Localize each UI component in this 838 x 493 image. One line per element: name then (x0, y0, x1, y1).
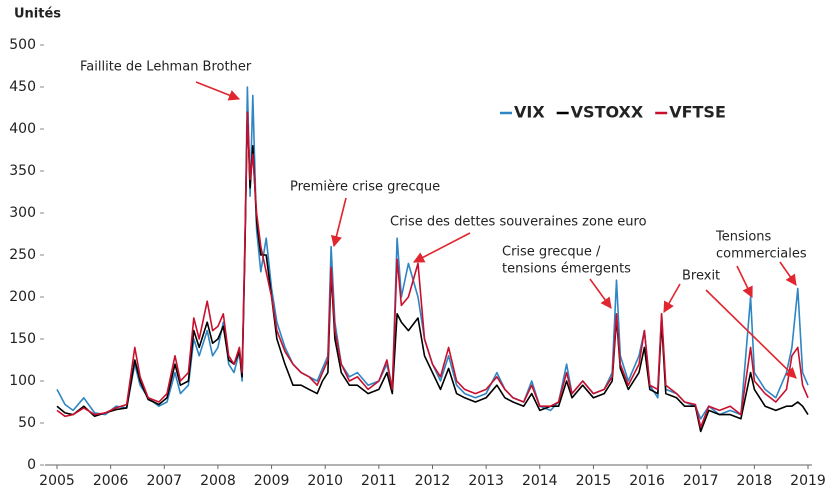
annotation: commerciales (716, 247, 807, 262)
x-tick-label: 2005 (39, 473, 75, 489)
y-tick-label: 500 (9, 37, 36, 53)
legend-label: VIX (514, 103, 545, 122)
x-tick-label: 2016 (629, 473, 665, 489)
y-tick-label: 50 (18, 415, 36, 431)
y-tick-label: 350 (9, 163, 36, 179)
x-tick-label: 2017 (683, 473, 719, 489)
x-tick-label: 2010 (307, 473, 343, 489)
annotation: Faillite de Lehman Brother (80, 60, 252, 75)
annotation: Brexit (682, 269, 720, 284)
arrow (736, 265, 753, 299)
x-tick-label: 2014 (522, 473, 558, 489)
legend-label: VSTOXX (571, 103, 644, 122)
y-tick-label: 0 (27, 457, 36, 473)
arrow (663, 283, 681, 313)
x-tick-label: 2013 (468, 473, 504, 489)
y-tick-label: 100 (9, 373, 36, 389)
annotation: Crise grecque / (502, 245, 601, 260)
y-tick-label: 200 (9, 289, 36, 305)
x-tick-label: 2015 (576, 473, 612, 489)
series-line (56, 111, 809, 429)
annotation: Première crise grecque (290, 180, 440, 195)
arrow (779, 261, 797, 286)
x-tick-label: 2012 (415, 473, 451, 489)
arrow (195, 81, 241, 101)
annotation: Tensions (715, 230, 772, 245)
y-tick-label: 400 (9, 121, 36, 137)
y-tick-label: 250 (9, 247, 36, 263)
arrow (589, 278, 612, 309)
annotation-arrows (195, 81, 797, 379)
legend-label: VFTSE (669, 103, 726, 122)
y-tick-label: 450 (9, 79, 36, 95)
arrow (413, 232, 471, 263)
annotation: Crise des dettes souveraines zone euro (390, 215, 647, 230)
arrow (331, 197, 347, 248)
x-tick-label: 2007 (146, 473, 182, 489)
y-tick-label: 150 (9, 331, 36, 347)
x-tick-label: 2018 (737, 473, 773, 489)
x-tick-label: 2019 (790, 473, 826, 489)
y-axis-label: Unités (14, 7, 61, 22)
x-tick-label: 2006 (93, 473, 129, 489)
arrow (705, 289, 797, 379)
series-line (56, 111, 809, 433)
x-tick-label: 2009 (254, 473, 290, 489)
y-tick-label: 300 (9, 205, 36, 221)
annotation: tensions émergents (502, 262, 631, 277)
x-tick-label: 2008 (200, 473, 236, 489)
x-tick-label: 2011 (361, 473, 397, 489)
